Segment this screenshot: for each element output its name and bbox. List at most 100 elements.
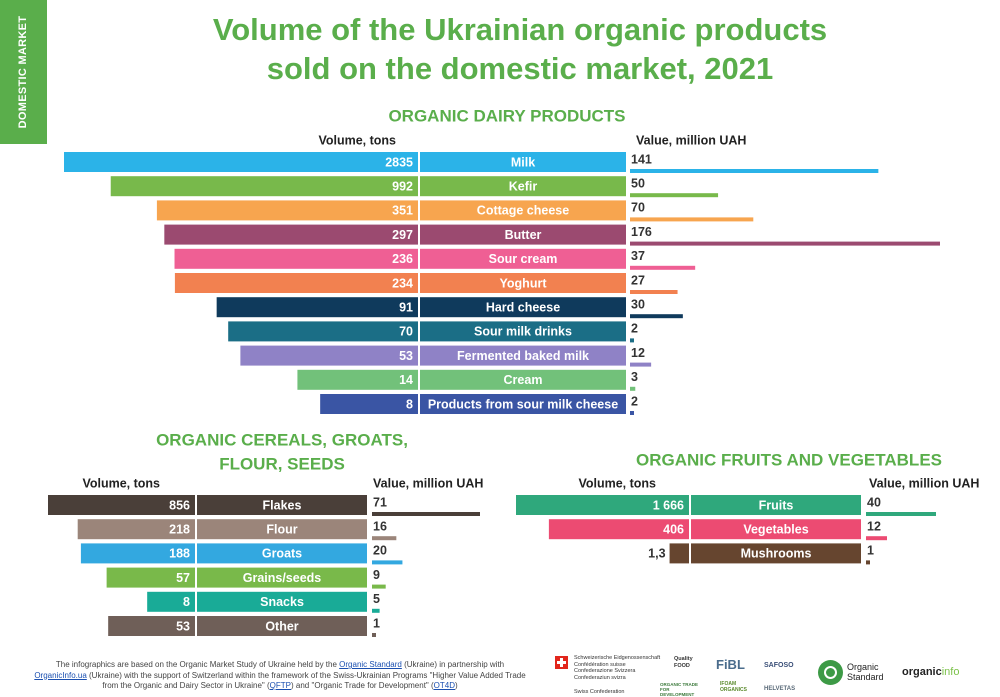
category-label: Cream [504, 373, 543, 387]
category-label: Sour milk drinks [474, 325, 572, 339]
value-bar [372, 633, 376, 637]
value-label: 71 [373, 495, 387, 509]
chart-title: ORGANIC DAIRY PRODUCTS [388, 106, 625, 125]
volume-bar [164, 225, 418, 245]
category-label: Snacks [260, 595, 304, 609]
footer-text-2: (Ukraine) in partnership with [402, 660, 504, 669]
fibl-logo: FiBL [716, 657, 745, 672]
partner-logos: Schweizerische Eidgenossenschaft Confédé… [550, 650, 990, 697]
swiss-line-1: Schweizerische Eidgenossenschaft [574, 655, 660, 662]
value-bar [372, 609, 380, 613]
value-label: 2 [631, 394, 638, 408]
value-bar [630, 411, 634, 415]
chart-title: ORGANIC FRUITS AND VEGETABLES [636, 450, 942, 469]
footer-text-5: ) [455, 681, 458, 690]
category-label: Fruits [759, 498, 794, 512]
swiss-line-4: Confederaziun svizra [574, 675, 660, 682]
category-label: Flakes [263, 498, 302, 512]
value-label: 27 [631, 273, 645, 287]
volume-bar [217, 297, 418, 317]
value-header: Value, million UAH [373, 476, 483, 490]
volume-label: 218 [169, 522, 190, 536]
organicinfo-link[interactable]: OrganicInfo.ua [34, 671, 86, 680]
volume-label: 236 [392, 252, 413, 266]
value-bar [866, 560, 870, 564]
chart-title: FLOUR, SEEDS [219, 454, 345, 473]
volume-label: 406 [663, 522, 684, 536]
ot4d-link[interactable]: OT4D [434, 681, 455, 690]
value-label: 1 [373, 616, 380, 630]
organic-info-logo: organicinfo [902, 666, 959, 678]
volume-label: 992 [392, 179, 413, 193]
organic-standard-link[interactable]: Organic Standard [339, 660, 402, 669]
volume-label: 53 [399, 349, 413, 363]
organic-standard-word-2: Standard [847, 672, 884, 682]
volume-label: 297 [392, 228, 413, 242]
safoso-logo: SAFOSO [764, 662, 794, 669]
volume-header: Volume, tons [578, 476, 656, 490]
swiss-confederation-logo: Schweizerische Eidgenossenschaft Confédé… [574, 655, 660, 681]
value-bar [630, 169, 878, 173]
volume-label: 53 [176, 619, 190, 633]
category-label: Milk [511, 155, 535, 169]
value-label: 12 [631, 346, 645, 360]
organic-standard-logo: Organic Standard [847, 662, 884, 682]
volume-label: 8 [183, 595, 190, 609]
volume-label: 91 [399, 300, 413, 314]
value-label: 141 [631, 152, 652, 166]
category-label: Groats [262, 547, 302, 561]
organic-standard-icon [818, 660, 843, 685]
value-label: 40 [867, 495, 881, 509]
volume-label: 1 666 [653, 498, 684, 512]
category-label: Flour [266, 522, 297, 536]
value-bar [630, 290, 678, 294]
value-label: 9 [373, 568, 380, 582]
volume-header: Volume, tons [82, 476, 160, 490]
category-label: Products from sour milk cheese [428, 397, 618, 411]
value-bar [630, 217, 753, 221]
value-label: 5 [373, 592, 380, 606]
value-bar [630, 338, 634, 342]
volume-label: 14 [399, 373, 413, 387]
volume-bar [175, 249, 418, 269]
category-label: Kefir [509, 179, 538, 193]
value-bar [630, 363, 651, 367]
value-label: 3 [631, 370, 638, 384]
value-label: 70 [631, 201, 645, 215]
organic-info-word-2: info [942, 666, 960, 678]
volume-label: 234 [392, 276, 413, 290]
volume-bar [64, 152, 418, 172]
organic-trade-logo: ORGANIC TRADE FOR DEVELOPMENT [660, 682, 704, 697]
volume-bar [670, 543, 689, 563]
value-bar [866, 512, 936, 516]
volume-header: Volume, tons [318, 133, 396, 147]
category-label: Yoghurt [500, 276, 548, 290]
volume-label: 856 [169, 498, 190, 512]
volume-bar [228, 321, 418, 341]
value-header: Value, million UAH [869, 476, 979, 490]
volume-label: 1,3 [648, 547, 665, 561]
qftp-link[interactable]: QFTP [270, 681, 291, 690]
volume-label: 70 [399, 325, 413, 339]
volume-label: 57 [176, 571, 190, 585]
value-label: 37 [631, 249, 645, 263]
value-label: 50 [631, 176, 645, 190]
value-bar [372, 536, 396, 540]
volume-label: 188 [169, 547, 190, 561]
volume-label: 8 [406, 397, 413, 411]
organic-standard-word-1: Organic [847, 662, 884, 672]
category-label: Hard cheese [486, 300, 560, 314]
value-label: 16 [373, 519, 387, 533]
category-label: Fermented baked milk [457, 349, 589, 363]
swiss-confederation-caption: Swiss Confederation [574, 689, 624, 696]
value-bar [630, 193, 718, 197]
value-bar [630, 266, 695, 270]
value-header: Value, million UAH [636, 133, 746, 147]
value-bar [372, 512, 480, 516]
category-label: Grains/seeds [243, 571, 322, 585]
value-label: 20 [373, 544, 387, 558]
chart-title: ORGANIC CEREALS, GROATS, [156, 430, 408, 449]
volume-bar [240, 346, 418, 366]
value-label: 1 [867, 544, 874, 558]
